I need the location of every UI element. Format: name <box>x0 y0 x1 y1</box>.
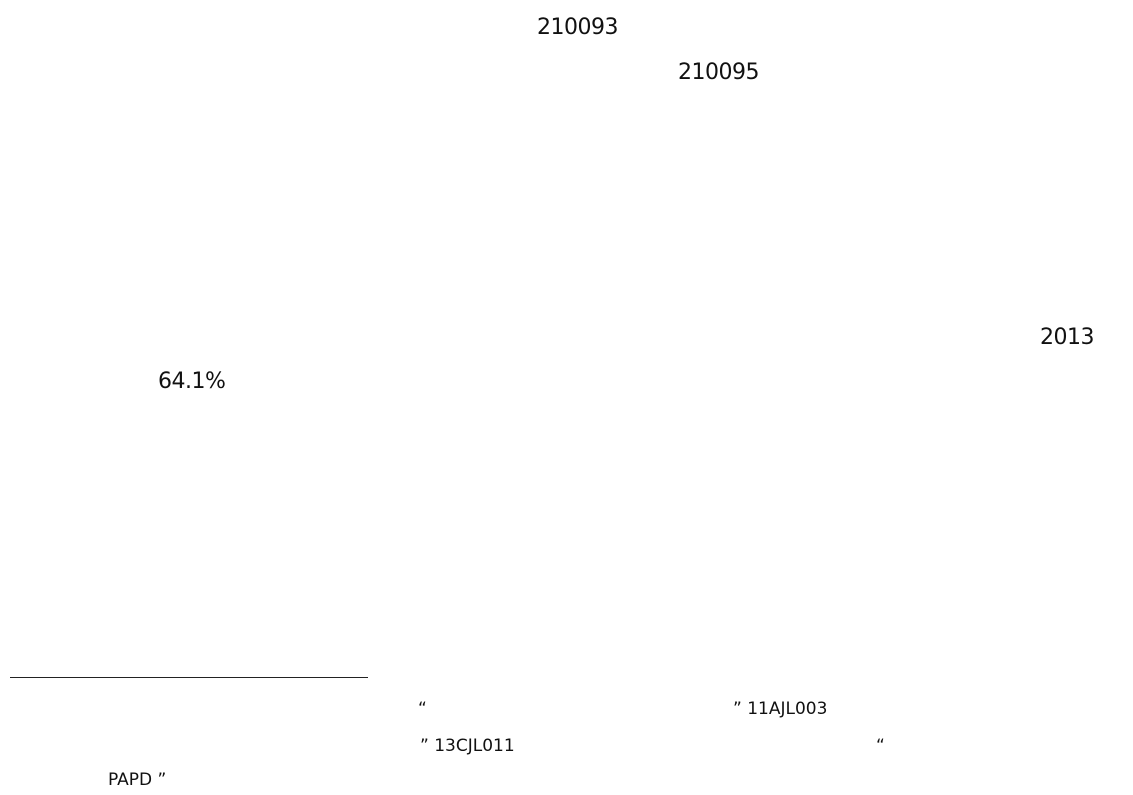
year: 2013 <box>1040 325 1095 350</box>
percentage: 64.1% <box>158 369 226 394</box>
footnote-divider <box>10 677 368 678</box>
footnote-line2-code: ” 13CJL011 <box>420 736 515 756</box>
postal-code-2: 210095 <box>678 60 759 85</box>
postal-code-1: 210093 <box>537 15 618 40</box>
footnote-line2-open-quote: “ <box>876 736 885 756</box>
footnote-line3-text: PAPD ” <box>108 770 167 790</box>
footnote-line1-open-quote: “ <box>418 699 427 719</box>
footnote-line1-code: ” 11AJL003 <box>733 699 828 719</box>
